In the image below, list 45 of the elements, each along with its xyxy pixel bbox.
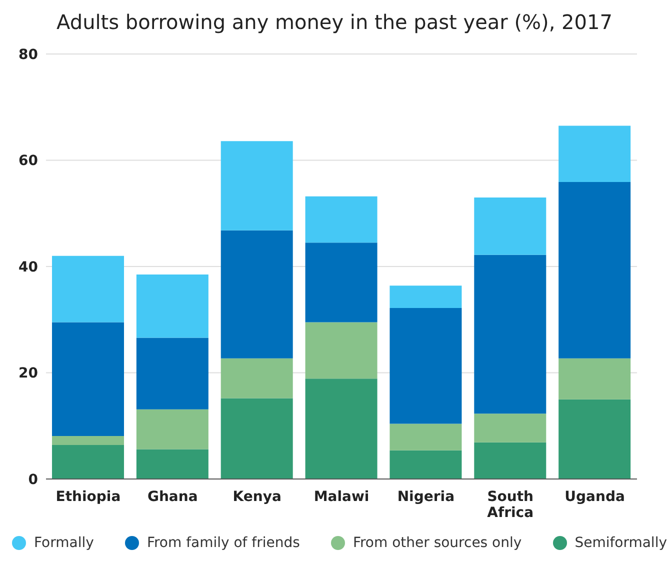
bar [558, 358, 631, 400]
bar [136, 338, 208, 410]
bar [474, 254, 546, 414]
bar [558, 182, 631, 358]
bar [220, 230, 293, 358]
bar [136, 449, 208, 479]
bar [474, 414, 546, 442]
x-tick-label: Kenya [232, 489, 282, 505]
x-tick-label: Ghana [147, 489, 198, 505]
bar [52, 256, 124, 322]
legend-label: From other sources only [352, 535, 522, 551]
y-tick-label: 60 [18, 153, 38, 170]
bar [305, 196, 378, 243]
y-tick-label: 0 [28, 472, 38, 488]
legend-label: From family of friends [146, 535, 300, 551]
x-tick-label: Ethiopia [56, 489, 121, 505]
bar [305, 378, 378, 479]
x-tick-label: Nigeria [397, 489, 455, 505]
x-tick-label: South Africa [487, 489, 534, 521]
x-tick-label: Malawi [314, 489, 370, 505]
legend-label: Formally [34, 535, 94, 551]
chart-title: Adults borrowing any money in the past year (%), 2017 [56, 10, 614, 36]
bar [220, 398, 293, 479]
bar [220, 141, 293, 230]
bar [390, 308, 462, 424]
y-tick-label: 40 [18, 259, 38, 276]
bar [220, 358, 293, 398]
bar [558, 126, 631, 182]
bar [390, 286, 462, 308]
bar [136, 409, 208, 450]
bar [390, 424, 462, 450]
legend-label: Semiformally [574, 535, 667, 551]
bar [136, 274, 208, 338]
bar [52, 445, 124, 479]
bar [52, 322, 124, 436]
bar [474, 442, 546, 479]
bar [52, 436, 124, 445]
bar [305, 322, 378, 379]
y-tick-label: 80 [18, 46, 38, 63]
bar [390, 450, 462, 479]
bar [474, 197, 546, 255]
bar [558, 399, 631, 479]
bar [305, 242, 378, 322]
y-tick-label: 20 [18, 366, 38, 382]
x-tick-label: Uganda [564, 489, 625, 505]
